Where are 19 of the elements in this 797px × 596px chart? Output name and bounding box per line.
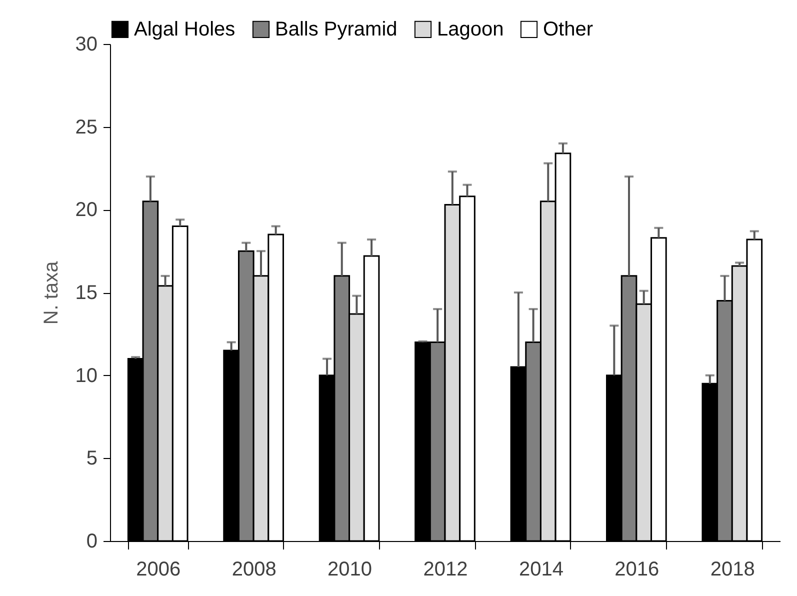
legend-label: Other — [543, 18, 594, 40]
y-axis-title: N. taxa — [40, 260, 62, 325]
x-tick-label: 2014 — [518, 558, 564, 580]
x-tick-label: 2006 — [136, 558, 181, 580]
x-tick-label: 2018 — [710, 558, 755, 580]
y-tick-label: 5 — [86, 448, 98, 470]
y-tick-label: 30 — [75, 34, 98, 56]
legend-label: Balls Pyramid — [275, 18, 398, 40]
y-tick-label: 10 — [75, 364, 98, 387]
x-tick-label: 2012 — [423, 558, 468, 580]
x-tick-label: 2010 — [328, 558, 372, 580]
y-tick-label: 25 — [75, 116, 98, 138]
y-tick-label: 15 — [75, 282, 98, 304]
y-tick-label: 0 — [86, 530, 98, 552]
x-tick-label: 2008 — [232, 558, 276, 580]
legend-label: Algal Holes — [134, 18, 236, 40]
legend-label: Lagoon — [437, 18, 504, 40]
x-tick-label: 2016 — [614, 558, 660, 580]
y-tick-label: 20 — [75, 199, 98, 222]
